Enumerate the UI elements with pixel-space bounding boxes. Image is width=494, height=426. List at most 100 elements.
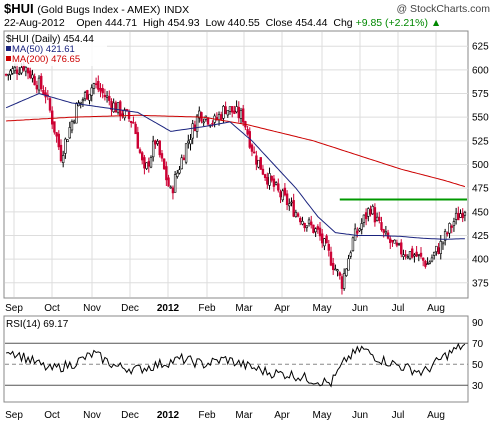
candle-body [224,106,227,115]
candle-body [241,108,245,123]
candle-body [53,121,56,133]
candle-body [180,157,183,170]
candle-body [110,101,113,111]
rsi-x-tick-label: Feb [198,410,216,421]
price-x-tick-label: May [313,303,332,314]
candle-body [358,228,361,232]
price-x-tick-label: Apr [274,303,290,314]
candle-body [116,102,120,113]
candle-body [252,151,256,154]
candle-body [231,106,234,113]
candle-body [371,206,374,215]
candle-body [228,106,232,112]
legend-box [5,32,107,66]
candle-body [305,225,309,229]
rsi-x-tick-label: May [313,410,332,421]
rsi-x-tick-label: 2012 [157,410,180,421]
price-x-tick-label: Aug [427,303,445,314]
candle-body [138,149,142,153]
candle-body [331,262,335,270]
candle-body [255,155,258,165]
candle-body [325,235,328,244]
legend-ma50-swatch [6,46,11,51]
candle-body [263,174,267,178]
candle-body [24,66,28,72]
candle-body [55,132,58,137]
candle-body [94,83,98,85]
candle-body [268,173,271,186]
candle-body [318,227,322,237]
candle-body [461,212,464,219]
candle-body [156,140,159,144]
candle-body [132,122,135,124]
candle-body [246,129,249,135]
candle-body [105,95,109,98]
candle-body [211,122,214,125]
rsi-x-tick-label: Apr [274,410,290,421]
close-label: Close [265,17,293,29]
candle-body [72,120,76,123]
candle-body [288,203,291,207]
rsi-y-tick-label: 70 [472,339,484,350]
candle-body [307,219,311,224]
candle-body [299,217,302,223]
candle-body [384,231,388,234]
ma200-line [6,114,466,188]
price-x-tick-label: Sep [5,303,23,314]
legend-price: $HUI (Daily) 454.44 [6,34,94,45]
candle-body [342,273,346,289]
candle-body [257,159,260,168]
candle-body [226,110,230,116]
candle-body [463,212,467,216]
candle-body [417,254,421,256]
price-x-axis: Sep Oct Nov Dec 2012 Feb Mar Apr May Jun Jul Aug [5,303,445,314]
candle-body [454,212,458,220]
rsi-x-axis: Sep Oct Nov Dec 2012 Feb Mar Apr May Jun Jul Aug [5,410,445,421]
candle-body [114,102,118,113]
legend-ma200-swatch [6,56,11,61]
price-x-tick-label: Jun [352,303,368,314]
candle-body [222,106,225,119]
candle-body [391,239,394,242]
price-gridlines [5,32,468,297]
candle-body [413,254,416,257]
candle-body [397,243,401,245]
candle-body [380,222,383,231]
candle-body [439,241,442,254]
candle-body [437,247,440,254]
candle-body [75,103,78,124]
high-value: 454.93 [167,17,200,29]
candle-body [184,143,188,163]
index-name: (Gold Bugs Index - AMEX) [37,4,161,16]
candle-body [430,257,434,262]
candle-body [323,238,326,247]
candle-body [395,242,399,246]
candle-body [233,110,236,114]
candle-body [406,256,410,258]
candle-body [389,238,392,244]
candle-body [103,94,107,98]
candle-body [452,221,456,227]
candle-body [441,241,445,245]
candle-body [97,81,100,90]
candle-body [178,169,181,174]
candle-body [70,121,74,131]
price-x-tick-label: Mar [235,303,253,314]
candle-body [158,140,161,156]
candle-body [266,177,269,185]
candle-body [360,223,363,230]
candle-body [237,106,240,119]
rsi-x-tick-label: Sep [5,410,23,421]
close-value: 454.44 [295,17,328,29]
candle-body [167,177,170,187]
candle-body [123,109,126,119]
candle-body [86,90,89,100]
candle-body [68,127,71,139]
candle-body [31,74,34,79]
candle-body [189,139,192,145]
candle-body [432,251,436,256]
candle-body [281,190,284,201]
candle-body [7,73,10,76]
candle-body [411,248,414,258]
candle-body [40,75,43,90]
